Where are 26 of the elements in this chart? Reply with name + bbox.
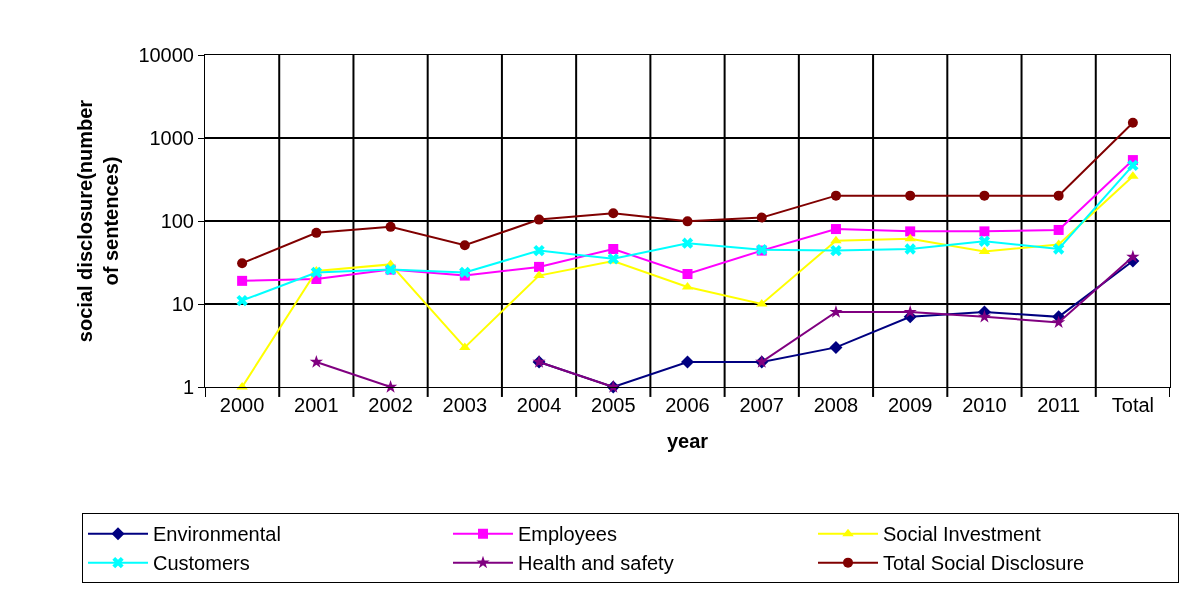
x-tick-label: 2007: [739, 394, 784, 416]
x-tick-label: 2009: [887, 394, 933, 416]
x-tick-label: 2003: [442, 394, 488, 416]
y-tick-label: 100: [160, 210, 194, 232]
x-tick-label: Total: [1111, 394, 1155, 416]
x-tick-label: 2000: [219, 394, 265, 416]
legend-label: Environmental: [153, 523, 281, 546]
y-axis-title: social disclosure(number of sentences): [73, 99, 122, 343]
x-axis-title: year: [666, 429, 709, 452]
x-tick-label: 2011: [1037, 394, 1081, 416]
x-tick-label: 2006: [665, 394, 710, 416]
y-tick-label: 1: [182, 376, 194, 398]
y-tick-label: 10000: [138, 44, 194, 66]
x-tick-label: 2002: [368, 394, 413, 416]
x-tick-label: 2005: [591, 394, 636, 416]
legend-label: Customers: [153, 552, 250, 575]
x-tick-label: 2008: [813, 394, 859, 416]
y-tick-label: 10: [171, 293, 194, 315]
x-tick-label: 2010: [962, 394, 1007, 416]
legend-label: Employees: [518, 523, 617, 546]
x-tick-label: 2004: [516, 394, 562, 416]
legend-label: Total Social Disclosure: [883, 552, 1085, 575]
legend-label: Health and safety: [518, 552, 674, 575]
x-tick-label: 2001: [294, 394, 339, 416]
y-tick-label: 1000: [149, 127, 194, 149]
legend-label: Social Investment: [883, 523, 1042, 546]
